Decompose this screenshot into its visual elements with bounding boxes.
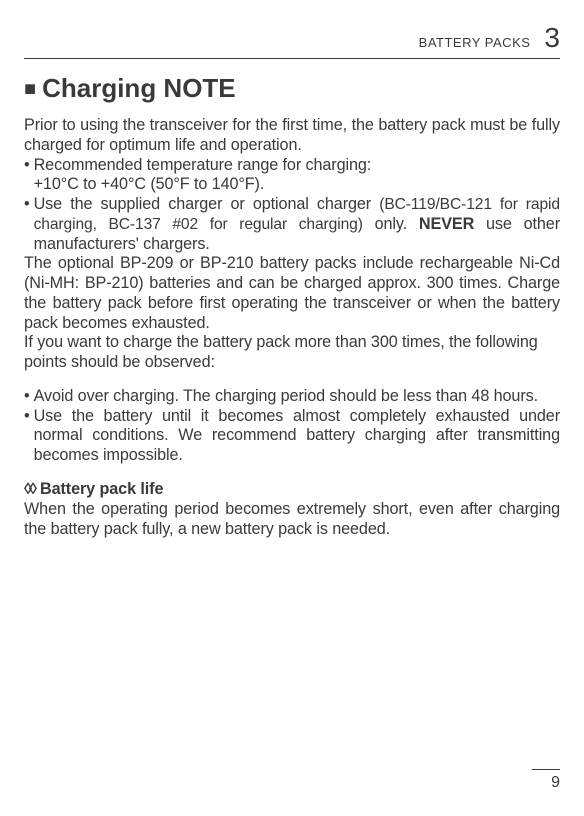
body-content: Prior to using the transceiver for the f… [24,116,560,539]
bullet4-text: Use the battery until it becomes almost … [34,407,560,466]
main-heading: ■ Charging NOTE [24,73,560,104]
bullet-marker: • [24,407,34,466]
sub-heading: ◊◊ Battery pack life [24,480,560,500]
bullet3-text: Avoid over charging. The charging period… [34,387,560,407]
chapter-number: 3 [544,22,560,54]
para2a: The optional BP-209 or BP-210 battery pa… [24,254,560,333]
bullet-temp-range: • Recommended temperature range for char… [24,156,560,196]
page-number: 9 [532,769,560,792]
never-label: NEVER [419,215,474,233]
bullet1-line2: +10°C to +40°C (50°F to 140°F). [34,175,265,193]
sub-heading-text: Battery pack life [40,480,163,498]
bullet2-c: only. [363,215,419,233]
section-label: BATTERY PACKS [419,35,531,50]
heading-text: Charging NOTE [42,73,236,103]
para3: When the operating period becomes extrem… [24,500,560,540]
bullet-marker: • [24,195,34,254]
diamond-icon: ◊◊ [24,480,34,498]
page-header: BATTERY PACKS 3 [24,22,560,59]
bullet1-line1: Recommended temperature range for chargi… [34,156,372,174]
bullet-charger: • Use the supplied charger or optional c… [24,195,560,254]
para2b: If you want to charge the battery pack m… [24,333,560,373]
bullet-marker: • [24,156,34,196]
square-icon: ■ [24,78,36,100]
bullet2-a: Use the supplied charger or optional cha… [34,195,380,213]
bullet-marker: • [24,387,34,407]
intro-paragraph: Prior to using the transceiver for the f… [24,116,560,156]
bullet-avoid-overcharge: • Avoid over charging. The charging peri… [24,387,560,407]
bullet-exhaust: • Use the battery until it becomes almos… [24,407,560,466]
